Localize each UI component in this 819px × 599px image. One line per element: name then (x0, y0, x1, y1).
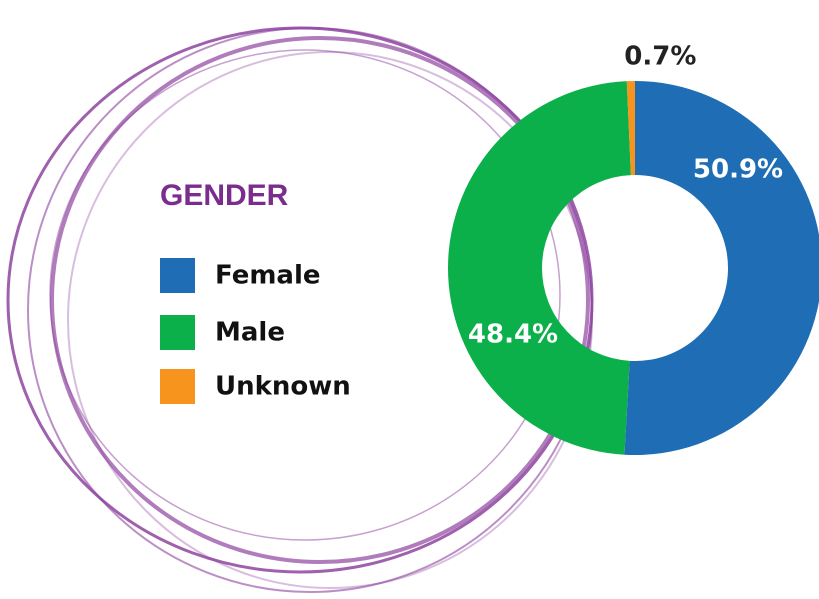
ring (67, 51, 593, 589)
legend-label: Female (215, 261, 321, 291)
ring (50, 36, 590, 564)
data-label: 50.9% (693, 155, 783, 185)
donut: 50.9% 48.4% 0.7% (447, 42, 819, 455)
legend-swatch (160, 315, 195, 350)
donut-slice (626, 81, 635, 176)
decorative-rings (6, 26, 594, 593)
donut-slice (624, 81, 819, 455)
legend: Female Male Unknown (160, 258, 351, 404)
ring (49, 49, 561, 541)
data-label: 48.4% (468, 320, 558, 350)
legend-label: Male (215, 318, 285, 348)
legend-label: Unknown (215, 372, 351, 402)
donut-slice (447, 81, 631, 455)
legend-swatch (160, 258, 195, 293)
ring (27, 27, 593, 593)
data-label: 0.7% (624, 42, 696, 72)
chart-title: GENDER (160, 179, 289, 212)
legend-swatch (160, 369, 195, 404)
